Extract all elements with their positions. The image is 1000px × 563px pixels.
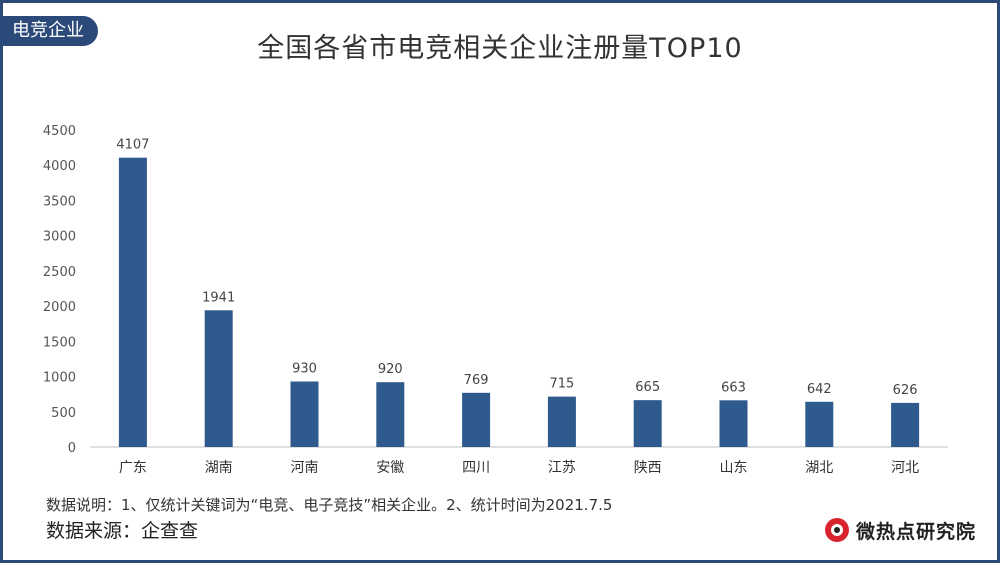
brand-logo: 微热点研究院 — [822, 512, 976, 548]
y-tick-label: 4000 — [43, 159, 76, 174]
x-tick-label: 广东 — [119, 460, 147, 476]
x-tick-label: 安徽 — [376, 460, 404, 476]
bar — [204, 310, 233, 447]
x-tick-label: 陕西 — [634, 460, 662, 476]
x-tick-label: 湖南 — [205, 460, 233, 476]
data-note: 数据说明：1、仅统计关键词为“电竞、电子竞技”相关企业。2、统计时间为2021.… — [46, 496, 613, 514]
y-tick-label: 1500 — [43, 335, 76, 350]
bar — [719, 400, 748, 447]
x-tick-label: 河北 — [891, 460, 919, 476]
x-tick-label: 湖北 — [805, 460, 833, 476]
y-tick-label: 500 — [51, 406, 76, 421]
data-label: 665 — [635, 380, 660, 395]
bar — [376, 382, 405, 447]
data-label: 769 — [464, 373, 489, 388]
data-source: 数据来源：企查查 — [46, 520, 199, 542]
x-tick-label: 河南 — [291, 460, 319, 476]
bar — [805, 401, 834, 447]
bar — [547, 396, 576, 447]
data-label: 663 — [721, 380, 746, 395]
x-tick-label: 山东 — [720, 460, 748, 476]
chart-title: 全国各省市电竞相关企业注册量TOP10 — [257, 33, 743, 64]
bar — [118, 157, 147, 447]
logo-text: 微热点研究院 — [856, 520, 977, 543]
data-label: 930 — [292, 361, 317, 376]
bar — [891, 402, 920, 447]
y-tick-label: 3000 — [43, 230, 76, 245]
data-label: 4107 — [116, 138, 149, 153]
bar — [633, 400, 662, 447]
x-tick-label: 四川 — [462, 460, 490, 476]
y-tick-label: 1000 — [43, 371, 76, 386]
y-tick-label: 4500 — [43, 124, 76, 139]
data-label: 642 — [807, 382, 832, 397]
bar — [290, 381, 319, 447]
y-tick-label: 2000 — [43, 300, 76, 315]
y-tick-label: 3500 — [43, 194, 76, 209]
y-tick-label: 2500 — [43, 265, 76, 280]
y-tick-label: 0 — [68, 441, 76, 456]
weibo-eye-icon — [825, 518, 849, 542]
bar — [462, 392, 491, 447]
category-tag: 电竞企业 — [0, 16, 98, 46]
data-label: 626 — [893, 383, 918, 398]
data-label: 920 — [378, 362, 403, 377]
x-tick-label: 江苏 — [548, 460, 576, 476]
data-label: 715 — [549, 377, 574, 392]
data-label: 1941 — [202, 290, 235, 305]
